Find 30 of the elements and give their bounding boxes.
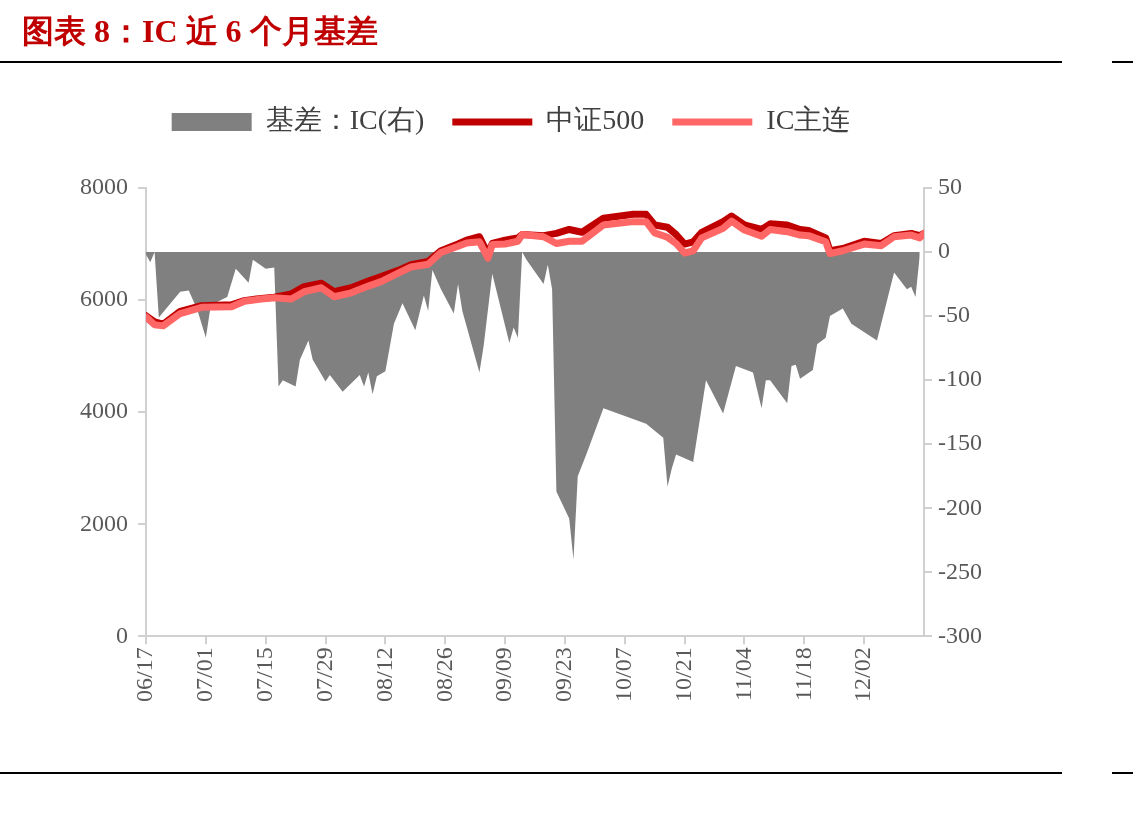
x-tick-label: 08/12 (370, 647, 397, 702)
y2-tick-label: -200 (938, 493, 983, 520)
x-tick-label: 09/23 (550, 647, 577, 702)
y2-tick-label: -250 (938, 557, 983, 584)
y-tick-label: 0 (116, 621, 128, 648)
y2-tick-label: -50 (938, 301, 971, 328)
legend-label: IC主连 (766, 104, 851, 136)
x-tick-label: 07/01 (191, 647, 218, 702)
x-tick-label: 11/18 (789, 647, 816, 702)
y2-tick-label: -150 (938, 429, 983, 456)
y2-tick-label: 0 (938, 237, 951, 264)
x-tick-label: 06/17 (131, 647, 158, 702)
y2-tick-label: -100 (938, 365, 983, 392)
x-tick-label: 10/21 (669, 647, 696, 702)
x-tick-label: 09/09 (490, 647, 517, 702)
x-tick-label: 07/15 (250, 647, 277, 702)
y-tick-label: 4000 (80, 397, 128, 424)
x-tick-label: 11/04 (729, 647, 756, 702)
legend-label: 基差：IC(右) (265, 104, 425, 136)
y2-tick-label: -300 (938, 621, 983, 648)
x-tick-label: 07/29 (310, 647, 337, 702)
y2-tick-label: 50 (938, 173, 963, 200)
y-tick-label: 6000 (80, 285, 128, 312)
legend-label: 中证500 (546, 104, 645, 136)
y-tick-label: 2000 (80, 509, 128, 536)
x-tick-label: 08/26 (430, 647, 457, 702)
x-tick-label: 10/07 (610, 647, 637, 702)
chart-title: 图表 8：IC 近 6 个月基差 (22, 12, 378, 51)
x-tick-label: 12/02 (849, 647, 876, 702)
y-tick-label: 8000 (80, 173, 128, 200)
